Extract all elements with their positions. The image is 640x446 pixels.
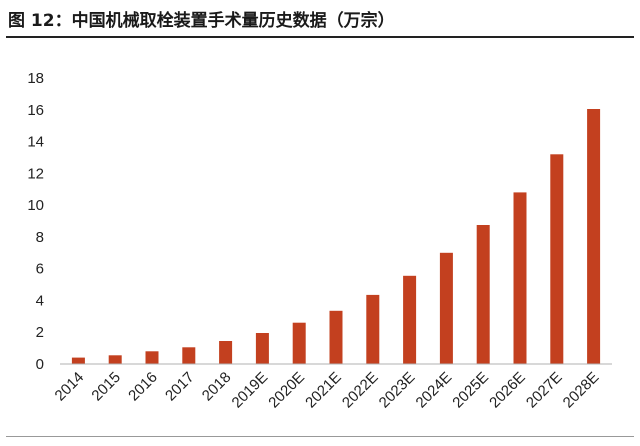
y-tick-label: 18 [27,70,44,87]
y-tick-label: 10 [27,197,44,214]
y-tick-label: 8 [36,229,44,246]
x-tick-label: 2028E [560,369,603,412]
bar-2028E [587,109,601,364]
bar-2019E [255,333,269,364]
x-tick-label: 2026E [486,369,529,412]
y-tick-label: 14 [27,134,44,151]
bar-2025E [476,225,490,364]
figure-title: 图 12：中国机械取栓装置手术量历史数据（万宗） [8,11,395,31]
y-tick-label: 2 [36,324,44,341]
bars [71,109,601,364]
bar-2026E [513,192,527,364]
x-tick-label: 2015 [88,369,124,405]
bar-2016 [145,351,159,364]
x-tick-label: 2021E [302,369,345,412]
y-tick-label: 4 [36,292,44,309]
bar-2022E [366,294,380,364]
bar-2024E [439,252,453,364]
y-tick-label: 12 [27,165,44,182]
x-tick-label: 2016 [125,369,161,405]
footer-rule [6,436,634,437]
x-tick-label: 2020E [265,369,308,412]
x-tick-label: 2017 [162,369,198,405]
bar-2018 [219,341,233,364]
x-tick-label: 2023E [376,369,419,412]
title-rule [6,36,634,38]
y-tick-label: 6 [36,261,44,278]
x-axis: 2014 2015 2016 2017 20182019E2020E2021E2022E… [52,369,603,412]
y-axis: 0 2 4 6 8 10 12 14 16 18 [27,70,44,373]
x-tick-label: 2027E [523,369,566,412]
x-tick-label: 2022E [339,369,382,412]
x-tick-label: 2024E [413,369,456,412]
bar-2015 [108,355,122,364]
bar-2017 [182,347,196,364]
x-tick-label: 2025E [449,369,492,412]
bar-2014 [71,357,85,364]
bar-2027E [550,154,564,364]
y-tick-label: 16 [27,102,44,119]
x-tick-label: 2019E [229,369,272,412]
x-tick-label: 2014 [52,369,88,405]
bar-2021E [329,310,343,364]
y-tick-label: 0 [36,356,44,373]
bar-2020E [292,322,306,364]
bar-2023E [403,275,417,364]
